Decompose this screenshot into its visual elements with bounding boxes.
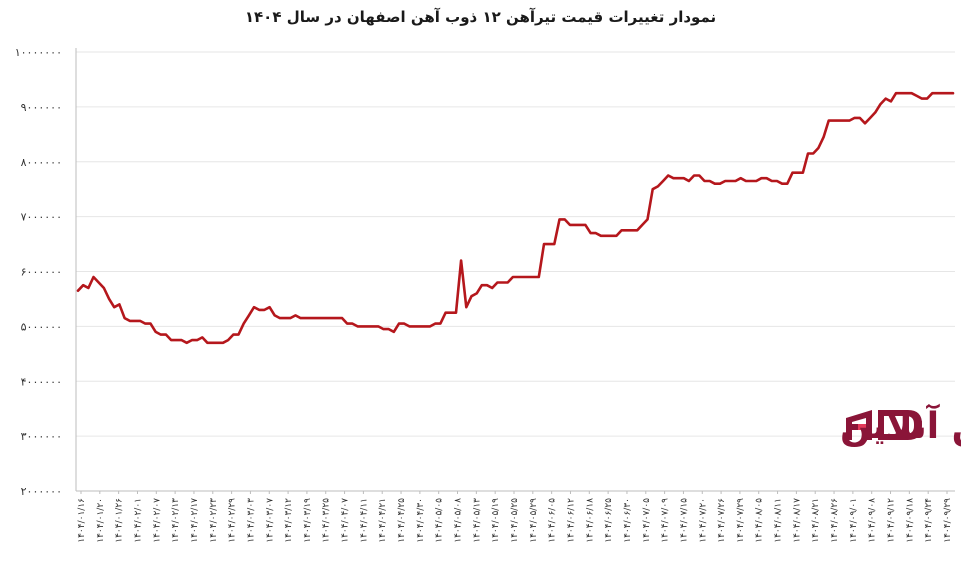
logo-emblem-icon	[846, 410, 922, 440]
x-tick-label: ۱۴۰۴/۰۳/۱۹	[303, 498, 313, 543]
x-tick-label: ۱۴۰۴/۰۳/۱۲	[284, 498, 294, 543]
x-tick-label: ۱۴۰۴/۰۵/۲۹	[529, 498, 539, 543]
series-layer	[76, 91, 955, 345]
x-tick-label: ۱۴۰۴/۰۶/۲۵	[604, 498, 614, 543]
axes	[75, 48, 955, 492]
x-tick-label: ۱۴۰۴/۰۲/۲۹	[228, 498, 238, 543]
x-tick-label: ۱۴۰۴/۰۸/۲۱	[811, 498, 821, 543]
x-tick-label: ۱۴۰۴/۰۴/۱۱	[359, 498, 369, 543]
x-tick-label: ۱۴۰۴/۰۸/۱۱	[774, 498, 784, 543]
x-tick-label: ۱۴۰۴/۰۷/۰۵	[642, 498, 652, 543]
x-axis-tick-labels: ۱۴۰۴/۰۱/۱۶ ۱۴۰۴/۰۱/۲۰ ۱۴۰۴/۰۱/۲۶ ۱۴۰۴/۰۲/۰۱…	[77, 491, 953, 543]
x-tick-label: ۱۴۰۴/۰۴/۲۵	[397, 498, 407, 543]
y-tick-label: ۳۰۰۰۰۰۰	[21, 430, 62, 443]
logo-wordmark: آهن آنلاین	[840, 403, 961, 447]
x-tick-label: ۱۴۰۴/۰۳/۰۳	[246, 498, 256, 543]
x-tick-label: ۱۴۰۴/۰۱/۲۶	[115, 498, 125, 543]
x-tick-label: ۱۴۰۴/۰۵/۱۳	[472, 498, 482, 543]
x-tick-label: ۱۴۰۴/۰۸/۲۶	[830, 498, 840, 543]
x-tick-label: ۱۴۰۴/۰۴/۲۱	[378, 498, 388, 543]
x-tick-label: ۱۴۰۴/۰۸/۰۵	[755, 498, 765, 543]
x-tick-label: ۱۴۰۴/۰۷/۰۹	[661, 498, 671, 543]
x-tick-label: ۱۴۰۴/۰۹/۱۸	[905, 498, 915, 543]
y-tick-label: ۵۰۰۰۰۰۰	[21, 320, 62, 333]
aahan-online-logo: آهن آنلاین	[840, 403, 961, 447]
y-tick-label: ۷۰۰۰۰۰۰	[21, 211, 62, 224]
x-tick-label: ۱۴۰۴/۰۸/۱۷	[792, 498, 802, 543]
x-tick-label: ۱۴۰۴/۰۲/۰۷	[152, 498, 162, 543]
x-tick-label: ۱۴۰۴/۰۳/۲۵	[322, 498, 332, 543]
x-tick-label: ۱۴۰۴/۰۷/۲۰	[698, 498, 708, 543]
x-tick-label: ۱۴۰۴/۰۴/۰۷	[341, 498, 351, 543]
x-tick-label: ۱۴۰۴/۰۷/۱۵	[679, 498, 689, 543]
price-series-line	[76, 91, 955, 345]
y-tick-label: ۹۰۰۰۰۰۰	[21, 101, 62, 114]
x-tick-label: ۱۴۰۴/۰۲/۱۳	[171, 498, 181, 543]
x-tick-label: ۱۴۰۴/۰۵/۲۵	[510, 498, 520, 543]
x-tick-label: ۱۴۰۴/۰۲/۰۱	[133, 498, 143, 543]
x-tick-label: ۱۴۰۴/۰۹/۰۸	[868, 498, 878, 543]
y-tick-label: ۲۰۰۰۰۰۰	[21, 485, 62, 498]
y-tick-label: ۶۰۰۰۰۰۰	[21, 266, 62, 279]
x-tick-label: ۱۴۰۴/۰۹/۰۱	[849, 498, 859, 543]
x-tick-label: ۱۴۰۴/۰۷/۲۹	[736, 498, 746, 543]
x-tick-label: ۱۴۰۴/۰۲/۲۳	[209, 498, 219, 543]
x-tick-label: ۱۴۰۴/۰۴/۳۰	[416, 498, 426, 543]
x-tick-label: ۱۴۰۴/۰۹/۲۹	[943, 498, 953, 543]
x-tick-label: ۱۴۰۴/۰۹/۱۲	[887, 498, 897, 543]
x-tick-label: ۱۴۰۴/۰۵/۰۵	[435, 498, 445, 543]
chart-title: نمودار تغییرات قیمت تیرآهن ۱۲ ذوب آهن اص…	[244, 8, 717, 26]
grid-lines	[76, 51, 955, 492]
x-tick-label: ۱۴۰۴/۰۶/۱۸	[585, 498, 595, 543]
y-tick-label: ۴۰۰۰۰۰۰	[21, 375, 62, 388]
x-tick-label: ۱۴۰۴/۰۶/۱۲	[566, 498, 576, 543]
y-tick-label: ۱۰۰۰۰۰۰۰	[15, 46, 62, 59]
x-tick-label: ۱۴۰۴/۰۱/۲۰	[96, 498, 106, 543]
x-tick-label: ۱۴۰۴/۰۵/۰۸	[454, 498, 464, 543]
x-tick-label: ۱۴۰۴/۰۶/۰۵	[548, 498, 558, 543]
x-tick-label: ۱۴۰۴/۰۲/۱۷	[190, 498, 200, 543]
x-tick-label: ۱۴۰۴/۰۱/۱۶	[77, 498, 87, 543]
x-tick-label: ۱۴۰۴/۰۶/۳۰	[623, 498, 633, 543]
x-tick-label: ۱۴۰۴/۰۷/۲۶	[717, 498, 727, 543]
y-axis-tick-labels: ۲۰۰۰۰۰۰ ۳۰۰۰۰۰۰ ۴۰۰۰۰۰۰ ۵۰۰۰۰۰۰ ۶۰۰۰۰۰۰ ۷۰۰۰۰…	[15, 46, 62, 498]
x-tick-label: ۱۴۰۴/۰۹/۲۴	[924, 498, 934, 543]
y-tick-label: ۸۰۰۰۰۰۰	[21, 156, 62, 169]
x-tick-label: ۱۴۰۴/۰۳/۰۷	[265, 498, 275, 543]
x-tick-label: ۱۴۰۴/۰۵/۱۹	[491, 498, 501, 543]
